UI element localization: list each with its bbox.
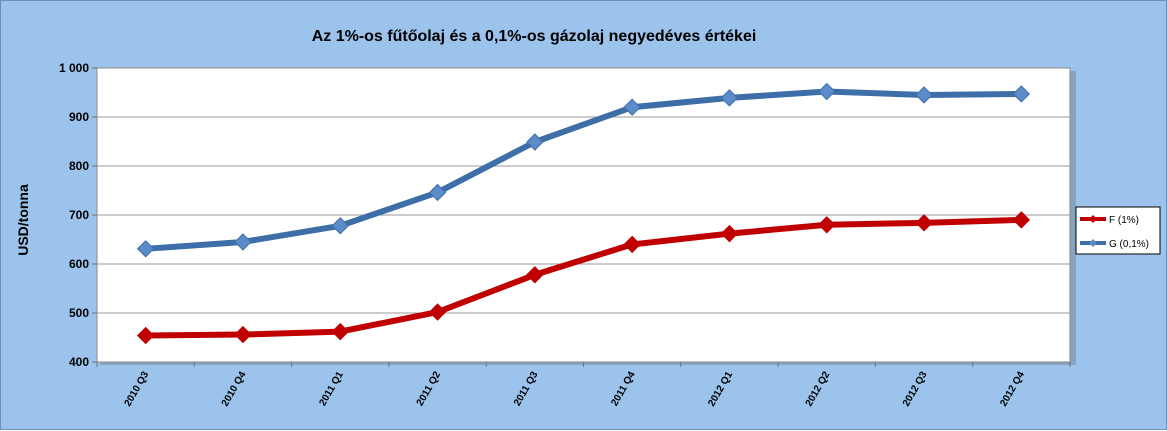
y-tick-label: 1 000 [59,61,89,75]
y-tick-label: 400 [69,355,89,369]
legend-marker-g-icon [1089,239,1097,247]
legend-marker-f-icon [1089,215,1097,223]
data-point [428,303,447,321]
x-tick-label: 2012 Q1 [706,369,735,408]
legend: F (1%) G (0,1%) [1075,206,1161,255]
x-tick-label: 2011 Q3 [512,369,541,408]
data-point [331,322,349,341]
y-axis: 400 500 600 700 800 900 1 000 [59,61,97,369]
y-axis-label: USD/tonna [15,184,31,256]
data-point [331,217,349,235]
data-point [623,235,641,254]
x-tick-label: 2010 Q4 [220,369,249,408]
data-point [1012,85,1031,103]
series-f [136,211,1031,345]
legend-label-f: F (1%) [1109,215,1139,226]
legend-label-g: G (0,1%) [1109,239,1149,250]
x-tick-label: 2012 Q3 [901,369,930,408]
x-tick-label: 2012 Q2 [804,369,833,408]
x-tick-label: 2011 Q1 [317,369,346,408]
data-point [1012,211,1031,229]
x-axis: 2010 Q3 2010 Q4 2011 Q1 2011 Q2 2011 Q3 2011 … [96,362,1071,408]
series-line [142,88,1025,252]
data-point [720,89,739,107]
series-layer [136,82,1031,345]
data-point [136,240,155,258]
x-tick-label: 2010 Q3 [123,369,152,408]
data-point [428,183,447,202]
y-tick-label: 600 [69,257,89,271]
data-point [526,266,544,284]
x-tick-label: 2011 Q4 [609,369,638,408]
data-point [623,98,641,116]
y-tick-label: 500 [69,306,89,320]
data-point [526,133,544,151]
data-point [915,86,933,104]
data-point [915,214,933,232]
series-g [136,82,1031,258]
y-tick-label: 800 [69,159,89,173]
y-tick-label: 700 [69,208,89,222]
x-tick-label: 2012 Q4 [998,369,1027,408]
gridlines [97,116,1070,314]
data-point [818,82,836,101]
data-point [234,325,252,344]
data-point [818,216,836,234]
x-tick-label: 2011 Q2 [415,369,444,408]
y-tick-label: 900 [69,110,89,124]
chart-title: Az 1%-os fűtőolaj és a 0,1%-os gázolaj n… [312,28,757,45]
series-line [142,216,1025,339]
data-point [136,326,155,345]
legend-box [1075,206,1161,255]
data-point [234,233,252,251]
data-point [720,224,739,243]
